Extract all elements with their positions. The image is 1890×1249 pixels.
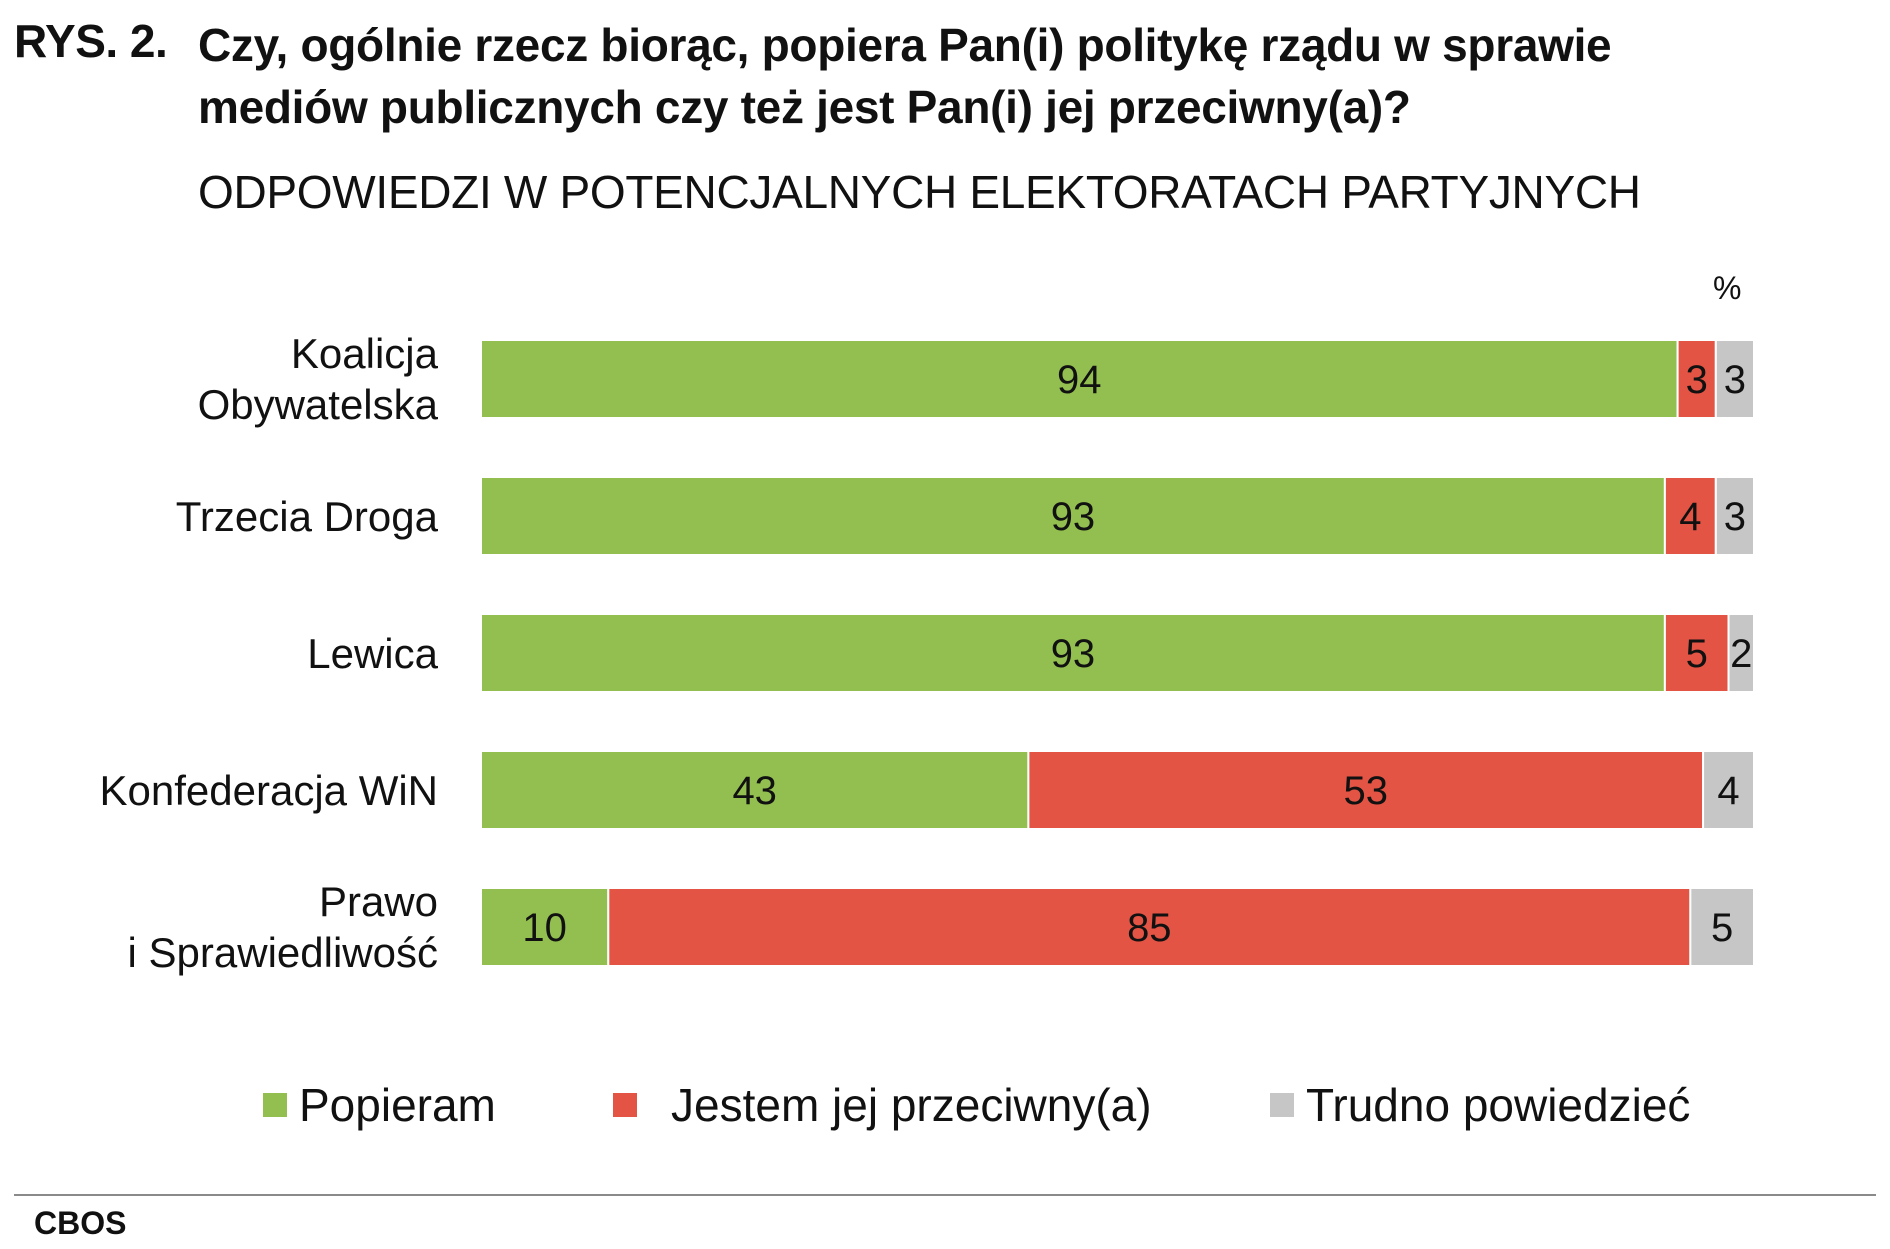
data-label-przeciwny-0: 3: [1686, 358, 1708, 402]
category-label-line: i Sprawiedliwość: [127, 929, 438, 976]
bar-przeciwny-3: [1027, 750, 1705, 830]
legend-swatch-przeciwny: [613, 1093, 637, 1117]
bar-popieram-4: [480, 887, 610, 967]
figure-label: RYS. 2.: [14, 15, 168, 67]
data-label-popieram-3: 43: [732, 769, 777, 813]
data-label-popieram-1: 93: [1051, 495, 1096, 539]
legend: Popieram Jestem jej przeciwny(a) Trudno …: [0, 1078, 1890, 1138]
source-label: CBOS: [34, 1205, 127, 1241]
data-label-popieram-2: 93: [1051, 632, 1096, 676]
category-label-0: Koalicja Obywatelska: [0, 328, 438, 430]
data-label-przeciwny-1: 4: [1679, 495, 1701, 539]
bar-przeciwny-4: [607, 887, 1692, 967]
bar-popieram-2: [480, 613, 1666, 693]
bar-trudno-0: [1714, 339, 1756, 419]
legend-swatch-trudno: [1270, 1093, 1294, 1117]
legend-item-przeciwny: Jestem jej przeciwny(a): [613, 1078, 1152, 1132]
bar-popieram-3: [480, 750, 1030, 830]
bar-trudno-1: [1714, 476, 1756, 556]
bar-popieram-0: [480, 339, 1679, 419]
category-label-1: Trzecia Droga: [0, 491, 438, 542]
bar-przeciwny-0: [1676, 339, 1717, 419]
category-label-2: Lewica: [0, 628, 438, 679]
data-label-trudno-3: 4: [1717, 769, 1739, 813]
legend-label-przeciwny: Jestem jej przeciwny(a): [671, 1079, 1152, 1131]
data-label-trudno-1: 3: [1724, 495, 1746, 539]
chart-title: Czy, ogólnie rzecz biorąc, popiera Pan(i…: [198, 19, 1612, 133]
legend-item-popieram: Popieram: [263, 1078, 496, 1132]
data-label-popieram-4: 10: [522, 906, 567, 950]
bar-trudno-4: [1689, 887, 1755, 967]
category-label-line: Obywatelska: [197, 381, 438, 428]
bar-przeciwny-2: [1663, 613, 1730, 693]
data-label-popieram-0: 94: [1057, 358, 1102, 402]
bar-trudno-2: [1727, 613, 1756, 693]
footer-divider: [14, 1194, 1876, 1196]
category-label-3: Konfederacja WiN: [0, 765, 438, 816]
data-label-trudno-2: 2: [1730, 632, 1752, 676]
category-label-4: Prawo i Sprawiedliwość: [0, 876, 438, 978]
legend-item-trudno: Trudno powiedzieć: [1270, 1078, 1690, 1132]
category-label-line: Konfederacja WiN: [99, 766, 438, 814]
data-label-trudno-4: 5: [1711, 906, 1733, 950]
category-label-line: Koalicja: [290, 330, 438, 377]
chart-subtitle: ODPOWIEDZI W POTENCJALNYCH ELEKTORATACH …: [198, 166, 1641, 218]
data-label-trudno-0: 3: [1724, 358, 1746, 402]
category-label-line: Lewica: [307, 629, 438, 677]
unit-label: %: [1713, 270, 1742, 306]
data-label-przeciwny-4: 85: [1127, 906, 1172, 950]
data-label-przeciwny-2: 5: [1686, 632, 1708, 676]
bar-trudno-3: [1702, 750, 1755, 830]
legend-label-popieram: Popieram: [299, 1079, 496, 1131]
category-label-line: Trzecia Droga: [175, 492, 438, 540]
legend-swatch-popieram: [263, 1093, 287, 1117]
bar-przeciwny-1: [1663, 476, 1717, 556]
legend-label-trudno: Trudno powiedzieć: [1306, 1079, 1691, 1131]
bar-popieram-1: [480, 476, 1666, 556]
category-label-line: Prawo: [318, 878, 438, 925]
data-label-przeciwny-3: 53: [1343, 769, 1388, 813]
